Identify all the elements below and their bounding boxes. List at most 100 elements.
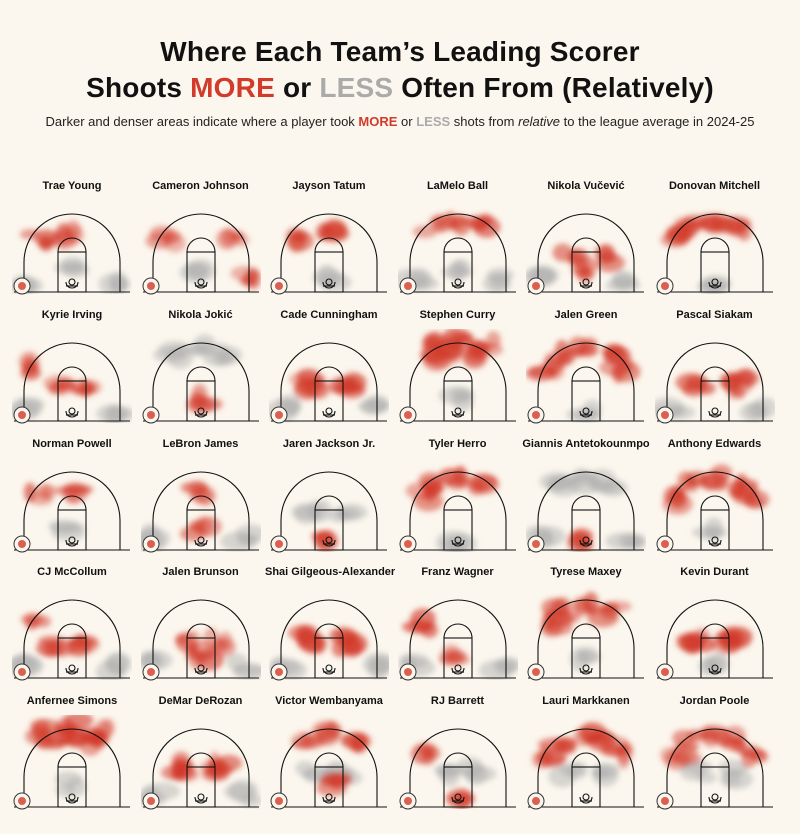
more-often-zone xyxy=(470,217,488,232)
more-often-zone xyxy=(244,269,261,290)
player-name: CJ McCollum xyxy=(37,566,107,579)
more-often-zone xyxy=(287,232,306,253)
more-often-zone xyxy=(330,628,353,643)
court-heatmap xyxy=(270,720,387,810)
player-name: Cameron Johnson xyxy=(152,180,249,192)
player-panel: Lauri Markkanen xyxy=(522,695,650,821)
more-often-zone xyxy=(188,480,207,496)
less-often-zone xyxy=(605,278,641,292)
less-often-zone xyxy=(312,268,344,287)
player-panel: LaMelo Ball xyxy=(394,180,522,306)
less-often-zone xyxy=(157,340,191,358)
more-often-zone xyxy=(291,739,323,750)
more-often-zone xyxy=(436,467,468,485)
player-grid: Trae Young Cameron Johnson Jayson Tatum LaM… xyxy=(0,180,800,830)
more-often-zone xyxy=(485,330,501,349)
more-often-zone xyxy=(174,634,187,646)
more-often-zone xyxy=(61,481,89,503)
title-line-2-prefix: Shoots xyxy=(86,72,191,103)
title-line-2: Shoots MORE or LESS Often From (Relative… xyxy=(0,70,800,106)
more-often-zone xyxy=(321,219,346,241)
more-often-zone xyxy=(162,233,186,253)
court-heatmap xyxy=(656,725,773,810)
court-heatmap xyxy=(656,599,773,681)
player-panel: Jaren Jackson Jr. xyxy=(265,438,393,564)
less-often-zone xyxy=(141,653,160,669)
more-often-zone xyxy=(698,474,721,490)
title-line-1: Where Each Team’s Leading Scorer xyxy=(160,36,640,67)
player-name: Jordan Poole xyxy=(679,695,750,708)
court-heatmap xyxy=(12,213,131,295)
less-often-zone xyxy=(291,502,327,520)
half-court-lines xyxy=(399,599,516,679)
more-often-zone xyxy=(545,610,574,627)
half-court-lines xyxy=(528,599,644,679)
less-often-zone xyxy=(697,657,718,677)
pelicans-logo xyxy=(13,663,31,681)
half-court-lines xyxy=(14,599,130,679)
half-court-lines xyxy=(528,342,644,422)
player-panel: Franz Wagner xyxy=(394,566,522,692)
more-often-zone xyxy=(410,744,433,765)
more-often-zone xyxy=(714,216,746,234)
nuggets-logo xyxy=(142,406,159,424)
more-often-zone xyxy=(593,245,613,260)
player-panel: Anthony Edwards xyxy=(651,438,779,564)
more-often-zone xyxy=(421,333,452,355)
clippers-logo xyxy=(13,535,31,553)
more-often-zone xyxy=(170,763,187,782)
court-heatmap xyxy=(142,333,259,424)
half-court-lines xyxy=(14,213,130,293)
more-often-zone xyxy=(66,636,92,658)
court-heatmap xyxy=(140,471,261,553)
more-often-zone xyxy=(472,473,499,494)
less-often-zone xyxy=(55,783,75,798)
chart-title: Where Each Team’s Leading Scorer Shoots … xyxy=(0,34,800,106)
subtitle-prefix: Darker and denser areas indicate where a… xyxy=(45,114,359,129)
celtics-logo xyxy=(270,277,288,295)
more-often-zone xyxy=(335,375,359,390)
less-often-zone xyxy=(440,265,473,279)
trail-blazers-logo xyxy=(13,792,31,810)
court-heatmap xyxy=(13,471,130,553)
half-court-lines xyxy=(14,342,130,422)
magic-logo xyxy=(399,663,416,681)
more-often-zone xyxy=(696,213,719,231)
less-often-zone xyxy=(591,767,611,780)
court-heatmap xyxy=(140,728,261,810)
player-name: Tyler Herro xyxy=(428,437,487,450)
player-panel: Jordan Poole xyxy=(651,695,779,821)
less-often-zone xyxy=(478,660,514,681)
player-panel: DeMar DeRozan xyxy=(137,695,265,821)
court-heatmap xyxy=(399,728,516,810)
court-heatmap xyxy=(526,213,644,295)
warriors-logo xyxy=(399,406,416,424)
76ers-logo xyxy=(527,663,545,681)
more-often-zone xyxy=(664,224,692,246)
more-often-zone xyxy=(434,222,447,233)
less-often-zone xyxy=(746,401,766,419)
more-often-zone xyxy=(449,331,474,344)
player-name: Cade Cunningham xyxy=(280,308,378,321)
less-often-zone xyxy=(439,764,460,787)
less-often-zone xyxy=(435,530,471,552)
more-often-zone xyxy=(750,750,768,764)
spurs-logo xyxy=(270,792,288,810)
more-often-zone xyxy=(567,247,589,264)
pistons-logo xyxy=(270,406,288,424)
court-heatmap xyxy=(527,722,644,810)
player-panel: Kevin Durant xyxy=(651,566,779,692)
court-heatmap xyxy=(399,328,516,424)
court-heatmap xyxy=(270,471,387,553)
half-court-lines xyxy=(399,342,516,422)
court-heatmap xyxy=(269,599,389,681)
less-often-zone xyxy=(51,525,86,541)
player-name: Donovan Mitchell xyxy=(668,180,761,192)
less-often-zone xyxy=(368,656,389,673)
more-often-zone xyxy=(294,626,314,646)
player-name: LeBron James xyxy=(162,437,239,450)
more-often-zone xyxy=(85,380,102,394)
mavericks-logo xyxy=(13,406,31,424)
court-heatmap xyxy=(656,464,773,553)
knicks-logo xyxy=(142,663,159,681)
